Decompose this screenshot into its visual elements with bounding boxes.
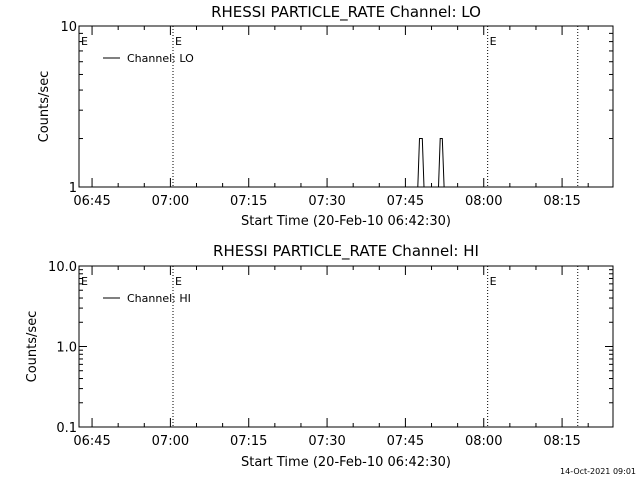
panel-2-x-tick-label: 07:30 [308, 434, 345, 449]
panel-2-y-tick-label: 0.1 [56, 421, 77, 436]
panel-1-y-tick-label: 10 [60, 20, 77, 35]
panel-2-y-tick-label: 10.0 [48, 260, 77, 275]
panel-1-x-axis-label: Start Time (20-Feb-10 06:42:30) [241, 214, 451, 229]
panel-2-x-tick-label: 06:45 [73, 434, 110, 449]
panel-2-x-tick-label: 07:15 [230, 434, 267, 449]
panel-2-x-axis-label: Start Time (20-Feb-10 06:42:30) [241, 455, 451, 470]
panel-2-marker-label: E [175, 275, 182, 288]
panel-1-eclipse-label-start: E [81, 35, 88, 48]
panel-1-marker-label: E [175, 35, 182, 48]
panel-2-x-tick-label: 08:15 [543, 434, 580, 449]
panel-1-x-tick-label: 07:30 [308, 194, 345, 209]
panel-2-y-axis-label: Counts/sec [25, 311, 40, 383]
panel-1-plot-frame [78, 25, 614, 188]
panel-1-y-axis-label: Counts/sec [37, 71, 52, 143]
panel-2-y-tick-label: 1.0 [56, 341, 77, 356]
panel-1-x-tick-label: 06:45 [73, 194, 110, 209]
panel-1-title: RHESSI PARTICLE_RATE Channel: LO [211, 3, 481, 22]
panel-1-x-tick-label: 07:45 [387, 194, 424, 209]
panel-1-y-tick-label: 1 [69, 181, 77, 196]
panel-1-x-tick-label: 07:00 [152, 194, 189, 209]
panel-2-marker-label: E [490, 275, 497, 288]
panel-1-x-tick-label: 08:00 [465, 194, 502, 209]
footer-timestamp: 14-Oct-2021 09:01 [560, 467, 636, 476]
panel-2-x-tick-label: 08:00 [465, 434, 502, 449]
panel-2-x-tick-label: 07:00 [152, 434, 189, 449]
panel-2-plot-frame [78, 265, 614, 428]
panel-1-marker-label: E [490, 35, 497, 48]
panel-2-title: RHESSI PARTICLE_RATE Channel: HI [213, 242, 479, 261]
panel-1-x-tick-label: 08:15 [543, 194, 580, 209]
panel-1-series-line [79, 138, 613, 188]
panel-2-eclipse-label-start: E [81, 275, 88, 288]
panel-2-legend-label: Channel: HI [127, 292, 191, 305]
panel-2-x-tick-label: 07:45 [387, 434, 424, 449]
panel-1-legend-label: Channel: LO [127, 52, 194, 65]
panel-1-x-tick-label: 07:15 [230, 194, 267, 209]
